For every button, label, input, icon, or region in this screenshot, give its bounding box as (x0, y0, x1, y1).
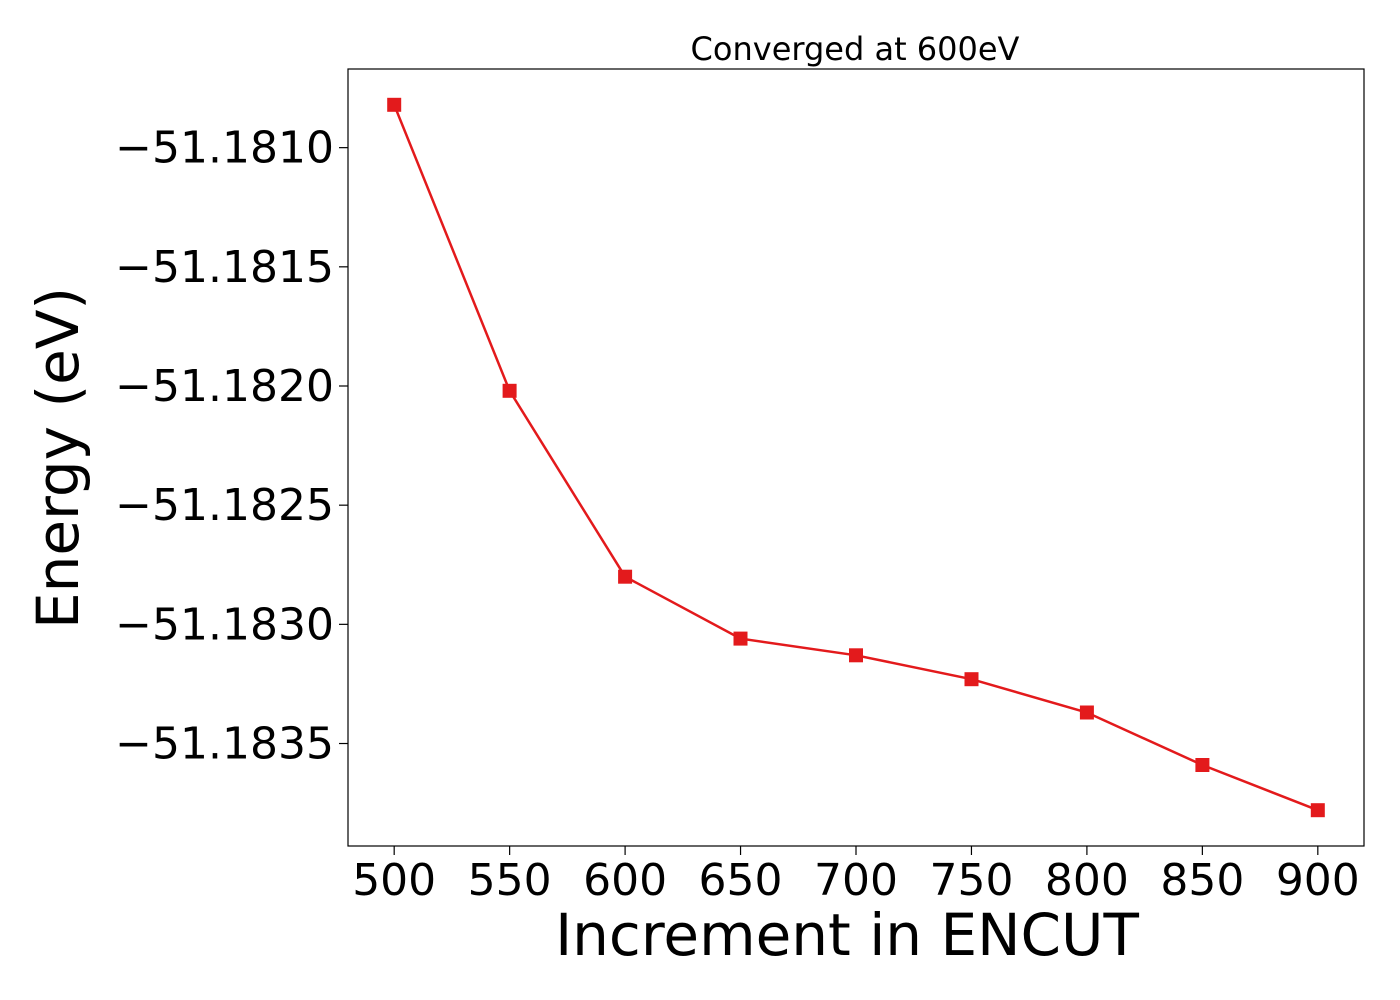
plot-area: 500 550 600 650 700 750 800 850 900 −51.1810−51.… (115, 68, 1365, 906)
y-axis-ticks: −51.1810 −51.1815 −51.1820 −51.1825 −51.1830… (115, 123, 348, 770)
data-point-marker (733, 631, 748, 646)
data-point-marker (849, 648, 863, 663)
y-tick-label: −51.1810 (115, 123, 334, 174)
x-tick-label: 800 (1045, 855, 1129, 906)
series-markers (387, 97, 1325, 818)
x-tick-label: 750 (929, 855, 1013, 906)
x-tick-label: 850 (1160, 855, 1244, 906)
data-point-marker (502, 383, 517, 398)
data-point-marker (1079, 705, 1094, 720)
y-axis-title: Energy (eV) (24, 287, 92, 629)
y-tick-label: −51.1820 (115, 361, 334, 412)
data-point-marker (964, 672, 979, 687)
x-axis-ticks: 500 550 600 650 700 750 800 850 900 (352, 846, 1360, 906)
y-tick-label: −51.1835 (115, 719, 334, 770)
data-point-marker (1195, 758, 1210, 772)
x-tick-label: 650 (699, 855, 783, 906)
x-tick-label: 700 (814, 855, 898, 906)
x-tick-label: 600 (583, 855, 667, 906)
y-tick-label: −51.1830 (115, 599, 334, 650)
x-axis-title: Increment in ENCUT (555, 901, 1139, 969)
chart-title: Converged at 600eV (691, 30, 1020, 68)
x-tick-label: 900 (1276, 855, 1360, 906)
y-tick-label: −51.1815 (115, 242, 334, 293)
y-tick-label: −51.1825 (115, 480, 334, 531)
x-tick-label: 500 (352, 855, 436, 906)
x-tick-label: 550 (468, 855, 552, 906)
data-point-marker (387, 97, 402, 112)
data-point-marker (618, 569, 633, 584)
data-point-marker (1310, 803, 1325, 818)
